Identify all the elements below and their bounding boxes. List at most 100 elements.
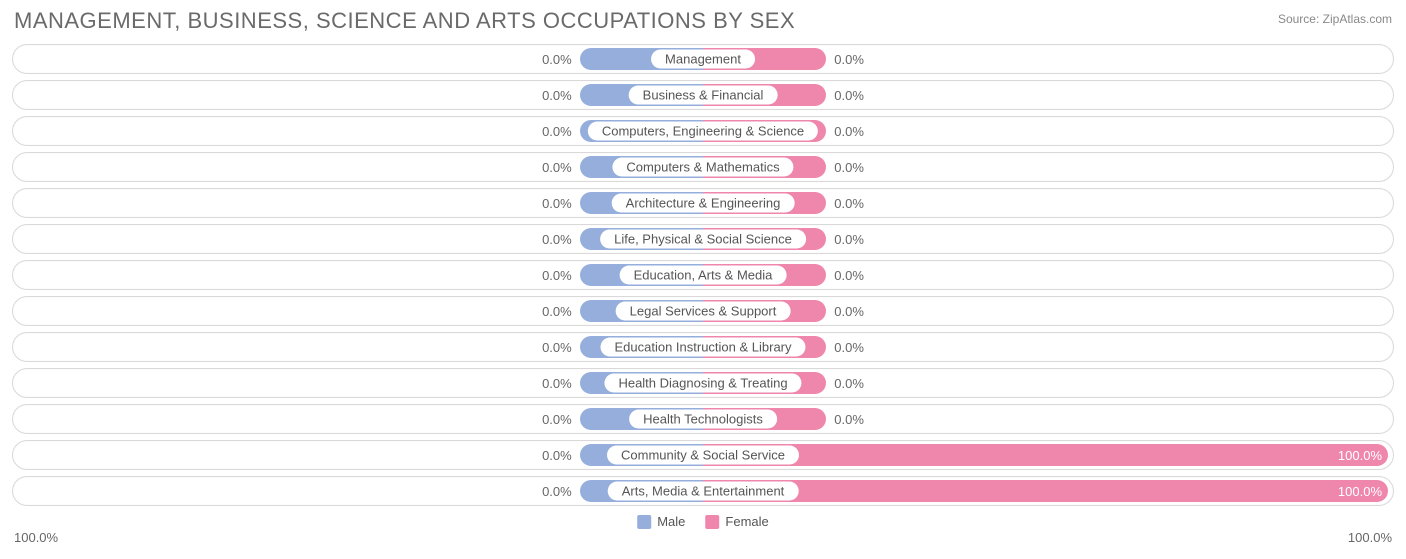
category-label: Computers, Engineering & Science [588,122,818,141]
chart-row-inner: 0.0% 0.0% Health Diagnosing & Treating [18,372,1388,394]
female-pct-label: 100.0% [1338,448,1382,463]
male-pct-label: 0.0% [542,52,580,67]
chart-row: 0.0%0.0%Business & Financial [12,80,1394,110]
female-pct-label: 0.0% [826,268,864,283]
category-label: Legal Services & Support [616,302,791,321]
male-half: 0.0% [18,84,703,106]
male-half: 0.0% [18,444,703,466]
male-pct-label: 0.0% [542,268,580,283]
female-pct-label: 0.0% [826,376,864,391]
chart-row-inner: 0.0% 100.0% Community & Social Service [18,444,1388,466]
female-pct-label: 0.0% [826,304,864,319]
male-pct-label: 0.0% [542,412,580,427]
male-pct-label: 0.0% [542,304,580,319]
female-bar: 100.0% [703,480,1388,502]
chart-title: MANAGEMENT, BUSINESS, SCIENCE AND ARTS O… [14,8,795,34]
female-half: 0.0% [703,300,1388,322]
category-label: Health Technologists [629,410,777,429]
female-bar: 100.0% [703,444,1388,466]
chart-row-inner: 0.0% 0.0% Management [18,48,1388,70]
female-pct-label: 0.0% [826,412,864,427]
chart-row-inner: 0.0% 0.0% Computers, Engineering & Science [18,120,1388,142]
chart-row: 0.0% 0.0% Health Technologists [12,404,1394,434]
male-half: 0.0% [18,408,703,430]
chart-row-inner: 0.0% 0.0% Health Technologists [18,408,1388,430]
chart-source: Source: ZipAtlas.com [1278,12,1392,26]
chart-row: 0.0% 100.0% Arts, Media & Entertainment [12,476,1394,506]
chart-row-inner: 0.0%0.0%Life, Physical & Social Science [18,228,1388,250]
chart-footer: Male Female 100.0% 100.0% [12,512,1394,548]
chart-row: 0.0% 0.0% Computers, Engineering & Science [12,116,1394,146]
female-half: 0.0% [703,48,1388,70]
chart-row-inner: 0.0% 0.0% Architecture & Engineering [18,192,1388,214]
female-half: 0.0% [703,408,1388,430]
chart-row: 0.0% 0.0% Legal Services & Support [12,296,1394,326]
female-half: 0.0% [703,372,1388,394]
female-pct-label: 0.0% [826,52,864,67]
chart-rows: 0.0%0.0%Management0.0%0.0%Business & Fin… [12,44,1394,506]
legend-item-male: Male [637,514,685,529]
male-pct-label: 0.0% [542,484,580,499]
category-label: Arts, Media & Entertainment [608,482,799,501]
chart-row: 0.0% 0.0% Education, Arts & Media [12,260,1394,290]
category-label: Community & Social Service [607,446,799,465]
female-half: 0.0% [703,192,1388,214]
male-half: 0.0% [18,372,703,394]
female-pct-label: 100.0% [1338,484,1382,499]
male-pct-label: 0.0% [542,196,580,211]
chart-row-inner: 0.0% 0.0% Computers & Mathematics [18,156,1388,178]
female-half: 0.0% [703,156,1388,178]
category-label: Management [651,50,755,69]
chart-row-inner: 0.0% 0.0% Legal Services & Support [18,300,1388,322]
male-half: 0.0% [18,264,703,286]
chart-row: 0.0% 0.0% Architecture & Engineering [12,188,1394,218]
male-pct-label: 0.0% [542,124,580,139]
chart-header: MANAGEMENT, BUSINESS, SCIENCE AND ARTS O… [12,8,1394,34]
male-pct-label: 0.0% [542,340,580,355]
male-pct-label: 0.0% [542,232,580,247]
male-half: 0.0% [18,300,703,322]
female-pct-label: 0.0% [826,196,864,211]
male-pct-label: 0.0% [542,448,580,463]
chart-row: 0.0%0.0%Life, Physical & Social Science [12,224,1394,254]
female-pct-label: 0.0% [826,88,864,103]
chart-row-inner: 0.0% 100.0% Arts, Media & Entertainment [18,480,1388,502]
category-label: Architecture & Engineering [612,194,795,213]
male-half: 0.0% [18,48,703,70]
male-half: 0.0% [18,156,703,178]
female-half: 100.0% [703,480,1388,502]
category-label: Education, Arts & Media [620,266,787,285]
female-half: 0.0% [703,264,1388,286]
chart-row: 0.0% 0.0% Education Instruction & Library [12,332,1394,362]
chart-row-inner: 0.0%0.0%Business & Financial [18,84,1388,106]
legend-swatch-male [637,515,651,529]
chart-legend: Male Female [637,514,769,529]
female-half: 0.0% [703,84,1388,106]
category-label: Business & Financial [629,86,778,105]
legend-item-female: Female [705,514,768,529]
category-label: Health Diagnosing & Treating [604,374,801,393]
chart-container: MANAGEMENT, BUSINESS, SCIENCE AND ARTS O… [0,0,1406,559]
category-label: Computers & Mathematics [612,158,793,177]
chart-row: 0.0% 0.0% Computers & Mathematics [12,152,1394,182]
chart-row: 0.0% 100.0% Community & Social Service [12,440,1394,470]
female-pct-label: 0.0% [826,340,864,355]
chart-row: 0.0% 0.0% Management [12,44,1394,74]
male-half: 0.0% [18,192,703,214]
female-pct-label: 0.0% [826,232,864,247]
female-half: 100.0% [703,444,1388,466]
chart-row-inner: 0.0% 0.0% Education, Arts & Media [18,264,1388,286]
male-pct-label: 0.0% [542,376,580,391]
axis-label-left: 100.0% [14,530,58,545]
female-pct-label: 0.0% [826,160,864,175]
legend-label-female: Female [725,514,768,529]
male-pct-label: 0.0% [542,160,580,175]
axis-label-right: 100.0% [1348,530,1392,545]
category-label: Education Instruction & Library [600,338,805,357]
female-pct-label: 0.0% [826,124,864,139]
male-half: 0.0% [18,480,703,502]
legend-swatch-female [705,515,719,529]
legend-label-male: Male [657,514,685,529]
chart-row-inner: 0.0% 0.0% Education Instruction & Library [18,336,1388,358]
chart-row: 0.0% 0.0% Health Diagnosing & Treating [12,368,1394,398]
